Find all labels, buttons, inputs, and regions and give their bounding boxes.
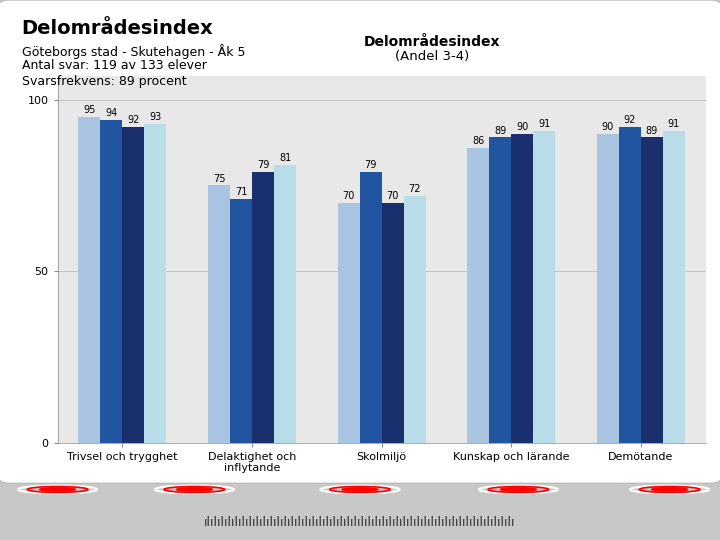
Text: 93: 93 bbox=[149, 112, 161, 122]
Text: 72: 72 bbox=[408, 184, 421, 194]
Text: 95: 95 bbox=[84, 105, 96, 115]
Bar bbox=[338, 202, 359, 443]
Text: 86: 86 bbox=[472, 136, 485, 146]
Text: 90: 90 bbox=[516, 122, 528, 132]
Text: 70: 70 bbox=[343, 191, 355, 201]
Text: 92: 92 bbox=[127, 116, 140, 125]
Bar bbox=[78, 117, 100, 443]
Text: 90: 90 bbox=[602, 122, 614, 132]
Text: (Andel 3-4): (Andel 3-4) bbox=[395, 50, 469, 63]
Bar bbox=[145, 124, 166, 443]
Text: 70: 70 bbox=[387, 191, 399, 201]
Text: 94: 94 bbox=[105, 109, 117, 118]
Bar bbox=[230, 199, 252, 443]
Text: 92: 92 bbox=[624, 116, 636, 125]
Text: 75: 75 bbox=[212, 174, 225, 184]
Bar bbox=[511, 134, 534, 443]
Circle shape bbox=[40, 488, 76, 491]
Text: 79: 79 bbox=[364, 160, 377, 170]
Text: 71: 71 bbox=[235, 187, 247, 198]
Bar bbox=[359, 172, 382, 443]
Text: 91: 91 bbox=[538, 119, 550, 129]
Circle shape bbox=[176, 488, 212, 491]
Bar bbox=[534, 131, 555, 443]
Bar bbox=[208, 185, 230, 443]
Text: 91: 91 bbox=[667, 119, 680, 129]
Bar bbox=[100, 120, 122, 443]
Text: Delområdesindex: Delområdesindex bbox=[22, 19, 213, 38]
Bar bbox=[122, 127, 145, 443]
Bar bbox=[274, 165, 296, 443]
Bar bbox=[489, 137, 511, 443]
Bar bbox=[663, 131, 685, 443]
Bar bbox=[641, 137, 663, 443]
Bar bbox=[618, 127, 641, 443]
Text: Göteborgs stad - Skutehagen - Åk 5: Göteborgs stad - Skutehagen - Åk 5 bbox=[22, 44, 245, 59]
Bar bbox=[382, 202, 404, 443]
Bar bbox=[467, 147, 489, 443]
Circle shape bbox=[652, 488, 688, 491]
Text: 79: 79 bbox=[257, 160, 269, 170]
Text: 81: 81 bbox=[279, 153, 291, 163]
Text: ılılılılılılılılılılılılılılılılılılılılılılılılılılılılılılılılılılılılılılılıl: ılılılılılılılılılılılılılılılılılılılıl… bbox=[204, 516, 516, 529]
Text: Delområdesindex: Delområdesindex bbox=[364, 35, 500, 49]
Bar bbox=[252, 172, 274, 443]
Text: 89: 89 bbox=[646, 126, 658, 136]
Text: 89: 89 bbox=[494, 126, 506, 136]
Text: Svarsfrekvens: 89 procent: Svarsfrekvens: 89 procent bbox=[22, 75, 186, 87]
Circle shape bbox=[500, 488, 536, 491]
Bar bbox=[404, 195, 426, 443]
Bar bbox=[597, 134, 618, 443]
Text: Antal svar: 119 av 133 elever: Antal svar: 119 av 133 elever bbox=[22, 59, 207, 72]
Circle shape bbox=[342, 488, 378, 491]
